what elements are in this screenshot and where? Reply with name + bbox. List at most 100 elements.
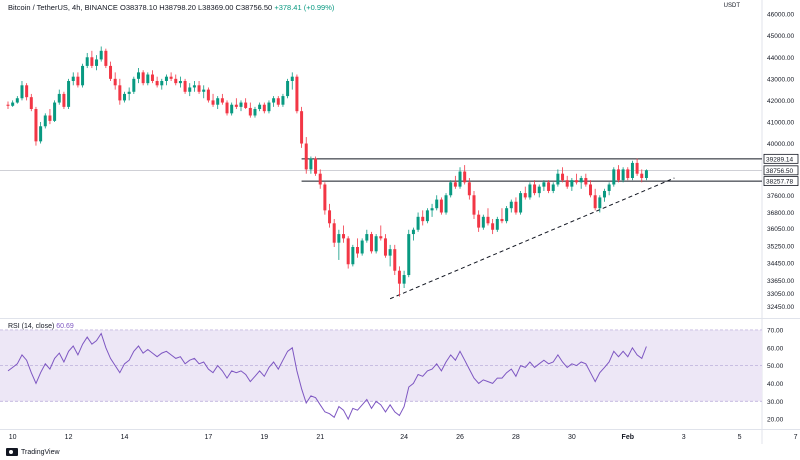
tradingview-logo[interactable]: TradingView (6, 448, 60, 456)
candle-body (435, 199, 439, 209)
candle-body (393, 249, 397, 271)
x-tick-label: 10 (9, 434, 17, 441)
candle-body (290, 76, 294, 81)
y-tick-label: 36050.00 (767, 226, 794, 233)
candle-body (365, 234, 369, 241)
candle-body (542, 182, 546, 187)
candle-body (328, 210, 332, 224)
rsi-value: 60.69 (56, 323, 74, 330)
candle-body (561, 173, 565, 181)
candle-body (556, 173, 560, 185)
price-label: 39289.14 (766, 156, 793, 163)
candle-body (575, 180, 579, 183)
candle-body (43, 115, 47, 127)
candle-body (309, 158, 313, 170)
candle-body (183, 80, 187, 92)
x-tick-label: Feb (622, 434, 634, 441)
y-tick-label: 42000.00 (767, 98, 794, 105)
y-tick-label: 33050.00 (767, 291, 794, 298)
y-tick-label: 43000.00 (767, 76, 794, 83)
candle-body (337, 234, 341, 243)
candle-body (169, 76, 173, 79)
candle-body (206, 89, 210, 101)
candle-body (234, 104, 238, 107)
candle-body (439, 199, 443, 213)
candle-body (425, 210, 429, 222)
y-tick-label: 40000.00 (767, 141, 794, 148)
candle-body (397, 270, 401, 284)
candle-body (430, 208, 434, 211)
candle-body (155, 80, 159, 86)
candle-body (383, 238, 387, 256)
candle-body (109, 65, 113, 79)
candle-body (113, 78, 117, 86)
y-tick-label: 32450.00 (767, 304, 794, 311)
candle-body (612, 169, 616, 185)
candle-body (62, 93, 66, 107)
candle-body (411, 229, 415, 235)
candle-body (174, 78, 178, 84)
x-tick-label: 26 (456, 434, 464, 441)
candle-body (374, 236, 378, 252)
candle-body (523, 193, 527, 198)
rsi-tick-label: 30.00 (767, 399, 784, 406)
candle-body (342, 234, 346, 239)
candle-body (589, 184, 592, 196)
y-tick-label: 35250.00 (767, 243, 794, 250)
ascending-trendline (389, 177, 675, 300)
candle-body (57, 93, 61, 103)
candle-body (356, 247, 359, 254)
x-tick-label: 30 (568, 434, 576, 441)
y-tick-label: 45000.00 (767, 33, 794, 40)
candle-body (216, 98, 220, 105)
candle-body (48, 115, 52, 121)
candle-body (15, 98, 19, 103)
y-tick-label: 44000.00 (767, 55, 794, 62)
candle-body (486, 216, 490, 224)
candle-body (6, 104, 10, 106)
rsi-header: RSI (14, close) 60.69 (8, 323, 74, 330)
candle-body (253, 109, 257, 116)
candle-body (136, 72, 140, 79)
candle-body (220, 98, 224, 103)
x-tick-label: 21 (316, 434, 324, 441)
x-tick-label: 14 (121, 434, 129, 441)
candle-body (20, 85, 24, 99)
candle-body (500, 218, 504, 222)
candle-body (416, 216, 420, 230)
candle-body (211, 100, 215, 105)
y-tick-label: 33650.00 (767, 278, 794, 285)
candle-body (286, 80, 290, 97)
candle-body (230, 104, 234, 114)
candle-body (67, 80, 71, 107)
price-label: 38257.78 (766, 179, 793, 186)
candle-body (34, 109, 38, 142)
candle-body (332, 223, 336, 243)
candle-body (379, 236, 383, 239)
candle-body (95, 59, 99, 66)
x-tick-label: 7 (794, 434, 798, 441)
candle-body (453, 182, 457, 187)
candle-body (630, 162, 634, 179)
tradingview-logo-text: TradingView (21, 448, 60, 456)
candle-body (164, 76, 168, 81)
candle-body (551, 184, 555, 191)
ohlc-values: O38378.10 H38798.20 L38369.00 C38756.50 (120, 3, 273, 12)
candle-body (71, 76, 75, 81)
candle-body (514, 201, 518, 213)
rsi-tick-label: 50.00 (767, 363, 784, 370)
candle-body (584, 178, 588, 185)
candle-body (635, 162, 639, 174)
candle-body (533, 184, 537, 194)
candle-body (537, 186, 541, 194)
candle-body (81, 65, 85, 86)
candle-body (481, 216, 485, 228)
y-tick-label: 41000.00 (767, 119, 794, 126)
candle-body (644, 170, 648, 179)
candle-body (402, 275, 406, 284)
candle-body (621, 169, 625, 181)
candle-body (300, 111, 304, 144)
candle-body (123, 93, 126, 101)
candle-body (528, 184, 532, 198)
